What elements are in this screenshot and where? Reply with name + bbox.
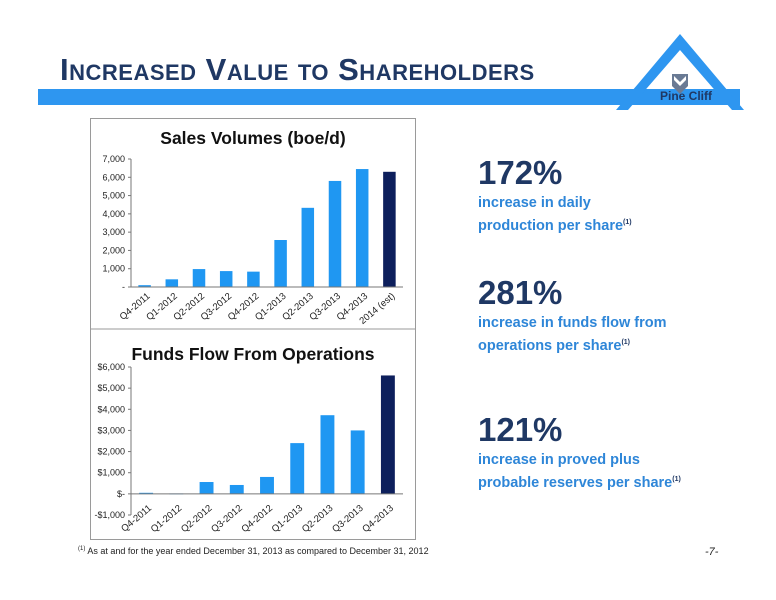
bar [290, 443, 305, 494]
stat-value: 121% [478, 411, 563, 448]
stat-description: increase in funds flow from operations p… [478, 313, 738, 356]
footnote-marker: (1) [621, 339, 630, 346]
bar [350, 430, 365, 494]
bar [199, 482, 214, 494]
stat-funds-flow: 281% increase in funds flow from operati… [478, 275, 738, 356]
bar [219, 271, 233, 287]
chart-title: Funds Flow From Operations [131, 344, 374, 364]
funds-flow-chart: Funds Flow From Operations -$1,000 $- $1,00… [94, 344, 403, 535]
pine-cliff-logo [616, 34, 744, 110]
stat-line1: increase in daily [478, 195, 591, 211]
bar [355, 169, 369, 287]
stat-line2: probable reserves per share [478, 474, 673, 491]
footnote-text: As at and for the year ended December 31… [87, 546, 429, 556]
y-tick-label: 1,000 [102, 264, 125, 274]
y-tick-label: 7,000 [102, 154, 125, 164]
x-tick-label: Q2-2012 [179, 503, 214, 535]
y-tick-label: $4,000 [97, 404, 125, 414]
y-tick-label: 2,000 [102, 245, 125, 255]
y-tick-label: 3,000 [102, 227, 125, 237]
bar [229, 484, 244, 494]
y-tick-label: $3,000 [97, 425, 125, 435]
stat-value: 281% [478, 274, 563, 311]
bar [139, 492, 154, 494]
page-number: -7- [705, 546, 719, 558]
stat-description: increase in proved plus probable reserve… [478, 450, 738, 493]
y-tick-label: 5,000 [102, 191, 125, 201]
y-tick-label: -$1,000 [94, 510, 125, 520]
x-tick-label: Q4-2012 [240, 503, 275, 535]
y-tick-label: - [122, 282, 125, 292]
x-tick-label: Q3-2012 [209, 503, 244, 535]
bar [138, 285, 151, 287]
chart-divider [91, 328, 415, 330]
bar [247, 271, 260, 287]
bar [260, 476, 274, 494]
stat-description: increase in daily production per share(1… [478, 193, 738, 236]
stat-value: 172% [478, 154, 563, 191]
charts-panel: Sales Volumes (boe/d) - 1,000 2,000 3,000 4,0… [90, 118, 416, 540]
stat-line1: increase in proved plus [478, 452, 640, 468]
sales-volumes-chart: Sales Volumes (boe/d) - 1,000 2,000 3,000 4,0… [102, 128, 403, 327]
bar [380, 375, 395, 494]
bar [328, 180, 342, 287]
x-tick-label: Q4-2013 [360, 503, 395, 535]
x-tick-label: Q1-2012 [149, 503, 184, 535]
y-tick-label: $1,000 [97, 468, 125, 478]
bar [274, 240, 287, 287]
chart-title: Sales Volumes (boe/d) [160, 128, 345, 148]
stat-reserves: 121% increase in proved plus probable re… [478, 412, 738, 493]
footnote-marker: (1) [672, 476, 681, 483]
bar [383, 171, 396, 287]
x-tick-label: Q2-2013 [300, 503, 335, 535]
bar [320, 415, 335, 494]
x-tick-label: Q3-2013 [330, 503, 365, 535]
bar [301, 207, 315, 287]
x-tick-label: Q1-2013 [270, 503, 305, 535]
y-tick-label: $6,000 [97, 362, 125, 372]
footnote-marker: (1) [623, 219, 632, 226]
stat-line2: operations per share [478, 337, 622, 354]
y-tick-label: $- [117, 489, 125, 499]
y-tick-label: $2,000 [97, 447, 125, 457]
y-tick-label: 6,000 [102, 172, 125, 182]
title-band [38, 89, 740, 105]
stat-line1: increase in funds flow from [478, 315, 667, 331]
footnote-marker: (1) [78, 546, 86, 552]
page-title: Increased Value to Shareholders [60, 52, 535, 87]
logo-text: Pine Cliff [660, 89, 713, 103]
bar [165, 279, 179, 287]
stat-production: 172% increase in daily production per sh… [478, 155, 738, 236]
stat-line2: production per share [478, 217, 624, 234]
y-tick-label: $5,000 [97, 383, 125, 393]
bar [192, 269, 206, 287]
footnote: (1) As at and for the year ended Decembe… [78, 546, 429, 556]
y-tick-label: 4,000 [102, 209, 125, 219]
